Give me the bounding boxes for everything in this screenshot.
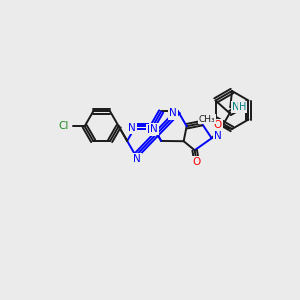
Text: O: O	[193, 157, 201, 167]
Text: N: N	[232, 102, 240, 112]
Text: Cl: Cl	[58, 121, 69, 131]
Text: CH₃: CH₃	[199, 115, 215, 124]
Text: N: N	[214, 131, 221, 141]
Text: H: H	[238, 102, 246, 112]
Text: N: N	[169, 109, 177, 118]
Text: N: N	[128, 123, 136, 133]
Text: O: O	[214, 120, 222, 130]
Text: N: N	[147, 125, 154, 135]
Text: N: N	[133, 154, 140, 164]
Text: N: N	[150, 124, 158, 134]
